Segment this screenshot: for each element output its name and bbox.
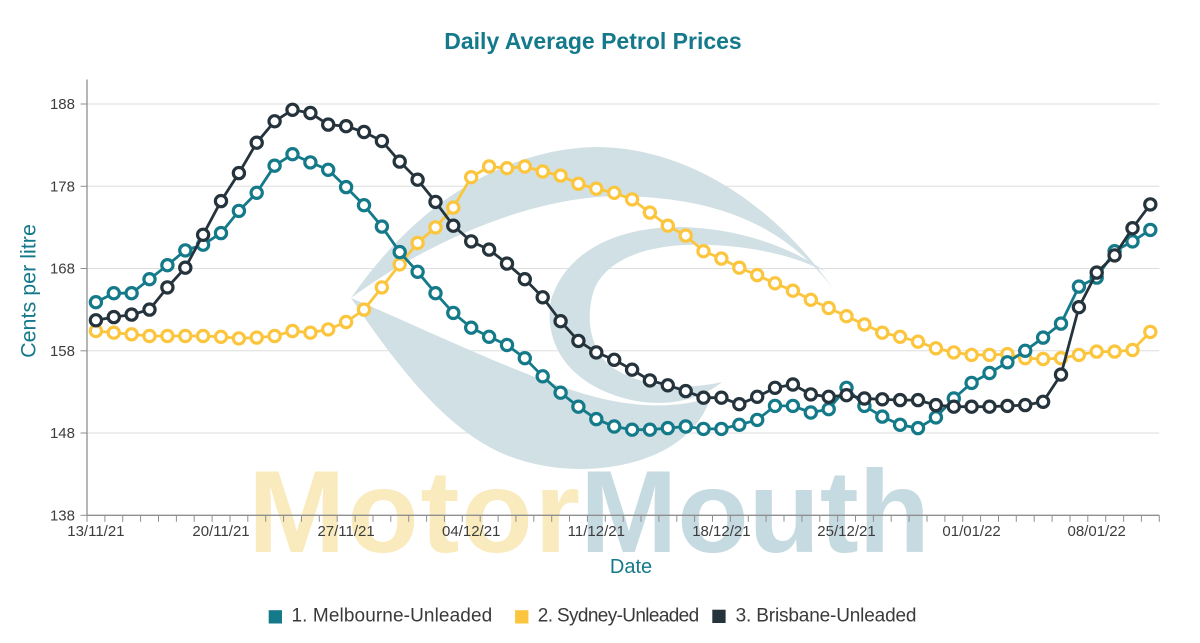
svg-text:158: 158 xyxy=(50,343,75,360)
svg-text:11/12/21: 11/12/21 xyxy=(568,523,625,540)
svg-text:Motor: Motor xyxy=(248,446,580,577)
svg-text:188: 188 xyxy=(50,96,75,113)
svg-text:138: 138 xyxy=(50,508,75,525)
svg-text:20/11/21: 20/11/21 xyxy=(192,523,249,540)
svg-text:27/11/21: 27/11/21 xyxy=(317,523,374,540)
svg-text:Mouth: Mouth xyxy=(580,446,930,577)
svg-text:04/12/21: 04/12/21 xyxy=(442,523,500,540)
svg-text:18/12/21: 18/12/21 xyxy=(692,523,750,540)
svg-text:178: 178 xyxy=(50,179,75,196)
svg-text:2. Sydney-Unleaded: 2. Sydney-Unleaded xyxy=(538,606,699,627)
svg-text:13/11/21: 13/11/21 xyxy=(67,523,124,540)
svg-text:Daily Average Petrol Prices: Daily Average Petrol Prices xyxy=(444,28,741,54)
svg-text:08/01/22: 08/01/22 xyxy=(1068,523,1126,540)
svg-text:168: 168 xyxy=(50,261,75,278)
svg-text:Cents per litre: Cents per litre xyxy=(17,224,41,358)
svg-text:1. Melbourne-Unleaded: 1. Melbourne-Unleaded xyxy=(292,606,493,627)
svg-text:3. Brisbane-Unleaded: 3. Brisbane-Unleaded xyxy=(736,606,917,627)
svg-text:25/12/21: 25/12/21 xyxy=(817,523,875,540)
svg-text:Date: Date xyxy=(610,556,652,578)
svg-text:148: 148 xyxy=(50,425,75,442)
svg-text:01/01/22: 01/01/22 xyxy=(942,523,1000,540)
